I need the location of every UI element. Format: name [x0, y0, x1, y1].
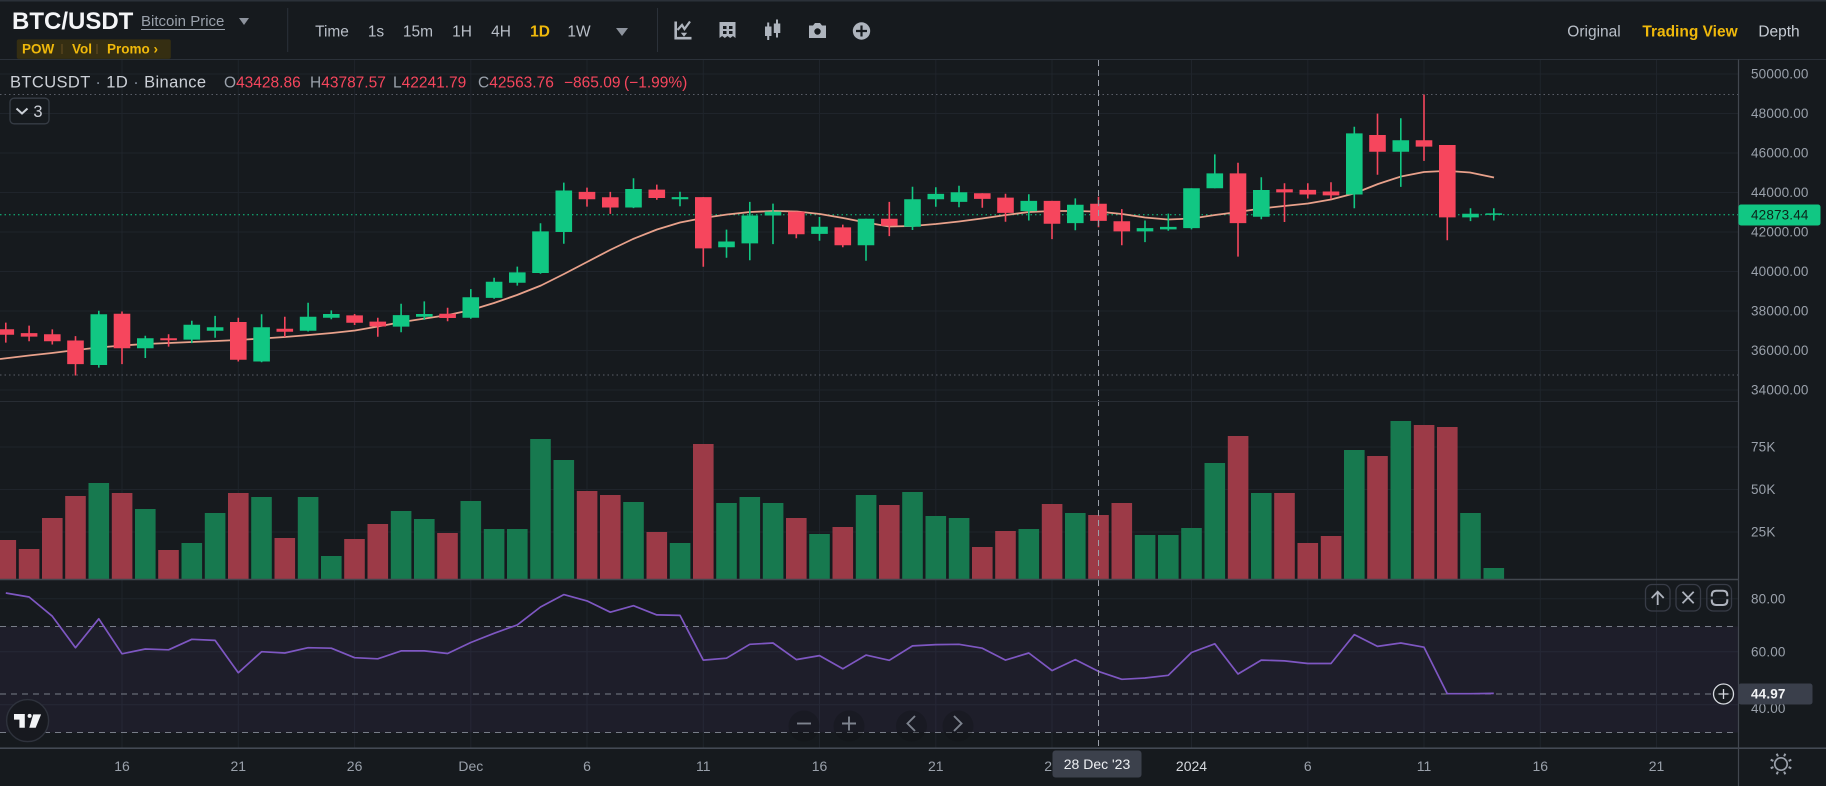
svg-text:40.00: 40.00	[1751, 701, 1786, 716]
svg-text:16: 16	[812, 758, 828, 774]
svg-text:21: 21	[1649, 758, 1665, 774]
svg-text:44.97: 44.97	[1751, 687, 1786, 702]
svg-text:26: 26	[347, 758, 363, 774]
svg-text:75K: 75K	[1751, 440, 1775, 455]
svg-text:Dec: Dec	[458, 758, 483, 774]
svg-text:16: 16	[1533, 758, 1549, 774]
svg-text:21: 21	[231, 758, 247, 774]
svg-text:Time: Time	[315, 24, 349, 41]
svg-text:Original: Original	[1567, 24, 1620, 41]
svg-text:11: 11	[696, 758, 711, 774]
svg-text:1s: 1s	[368, 24, 385, 41]
svg-text:40000.00: 40000.00	[1751, 264, 1809, 279]
svg-text:50000.00: 50000.00	[1751, 67, 1809, 82]
svg-text:42000.00: 42000.00	[1751, 225, 1809, 240]
svg-text:15m: 15m	[403, 24, 433, 41]
svg-text:36000.00: 36000.00	[1751, 343, 1809, 358]
svg-text:6: 6	[1304, 758, 1312, 774]
svg-text:60.00: 60.00	[1751, 644, 1786, 659]
svg-text:28 Dec '23: 28 Dec '23	[1064, 756, 1131, 772]
svg-text:POW: POW	[22, 42, 55, 57]
svg-text:21: 21	[928, 758, 944, 774]
svg-text:16: 16	[114, 758, 130, 774]
svg-text:42873.44: 42873.44	[1751, 208, 1809, 223]
svg-text:48000.00: 48000.00	[1751, 106, 1809, 121]
svg-text:34000.00: 34000.00	[1751, 383, 1809, 398]
svg-text:38000.00: 38000.00	[1751, 304, 1809, 319]
svg-text:25K: 25K	[1751, 525, 1775, 540]
svg-text:Depth: Depth	[1758, 24, 1799, 41]
svg-text:44000.00: 44000.00	[1751, 185, 1809, 200]
svg-text:BTC/USDT: BTC/USDT	[12, 8, 134, 35]
svg-text:1D: 1D	[530, 24, 550, 41]
svg-text:1W: 1W	[567, 24, 591, 41]
svg-text:80.00: 80.00	[1751, 591, 1786, 606]
svg-text:3: 3	[33, 103, 42, 121]
svg-text:2024: 2024	[1176, 758, 1207, 774]
svg-text:50K: 50K	[1751, 482, 1775, 497]
svg-text:Vol: Vol	[72, 42, 92, 57]
svg-text:Promo ›: Promo ›	[107, 42, 158, 57]
svg-text:6: 6	[583, 758, 591, 774]
svg-text:Bitcoin Price: Bitcoin Price	[141, 13, 224, 30]
svg-text:11: 11	[1417, 758, 1432, 774]
svg-text:BTCUSDT · 1D · Binance: BTCUSDT · 1D · Binance	[10, 74, 207, 92]
svg-text:4H: 4H	[491, 24, 511, 41]
svg-text:1H: 1H	[452, 24, 472, 41]
svg-text:46000.00: 46000.00	[1751, 146, 1809, 161]
svg-text:Trading View: Trading View	[1642, 24, 1738, 41]
